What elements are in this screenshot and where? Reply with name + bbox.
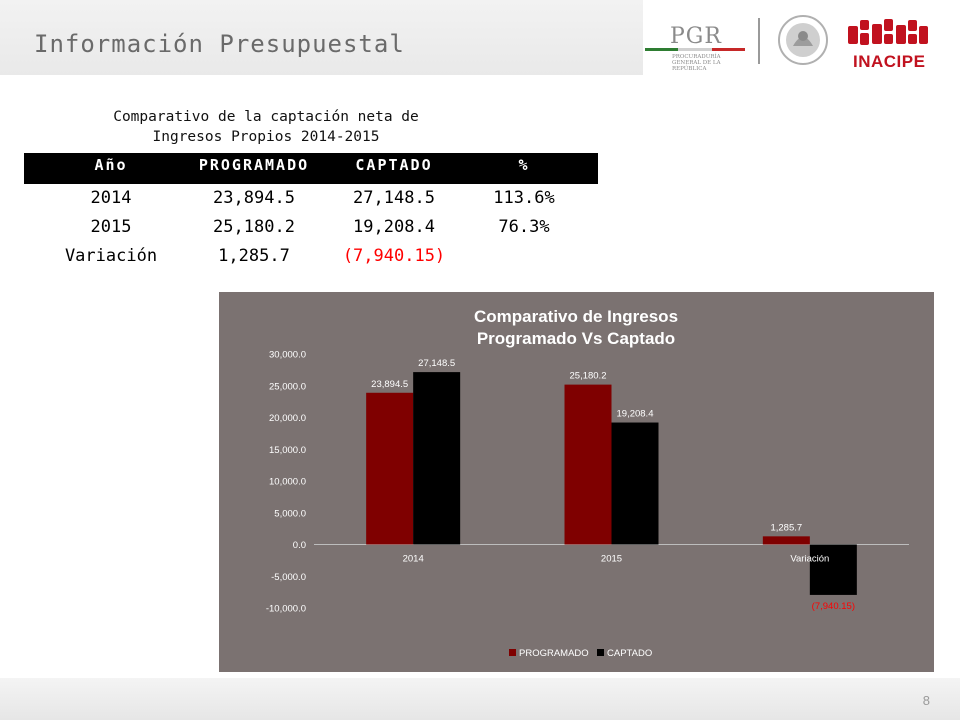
bar-captado <box>809 544 857 595</box>
bar-programado <box>564 384 612 545</box>
bar-captado <box>611 422 659 545</box>
cell-percent: 113.6% <box>493 188 555 208</box>
cell-captado: 27,148.5 <box>353 188 435 208</box>
chart-panel: Comparativo de Ingresos Programado Vs Cap… <box>219 292 934 672</box>
data-label: (7,940.15) <box>812 601 855 612</box>
legend-label: CAPTADO <box>607 648 652 659</box>
header-cell-year: Año <box>94 156 128 174</box>
pgr-tricolor-line <box>645 48 745 51</box>
page-title: Información Presupuestal <box>34 30 405 58</box>
x-tick-label: 2014 <box>403 554 424 565</box>
table-header-row: Año PROGRAMADO CAPTADO % <box>24 153 598 184</box>
cell-programado: 23,894.5 <box>213 188 295 208</box>
pgr-logo-text: PGR <box>670 24 722 49</box>
inacipe-logo-icon <box>848 19 928 45</box>
page-number: 8 <box>922 693 930 708</box>
header-cell-percent: % <box>518 156 530 174</box>
cell-captado: 19,208.4 <box>353 217 435 237</box>
footer-band: 8 <box>0 678 960 720</box>
y-tick-label: 0.0 <box>293 540 306 551</box>
data-label: 25,180.2 <box>570 371 607 382</box>
y-tick-label: 25,000.0 <box>269 381 306 392</box>
y-tick-label: 20,000.0 <box>269 413 306 424</box>
table-row: 2014 23,894.5 27,148.5 113.6% <box>24 184 598 213</box>
x-tick-label: Variación <box>790 554 829 565</box>
cell-year: Variación <box>64 246 158 266</box>
cell-year: 2015 <box>90 217 132 237</box>
header-band <box>0 0 643 75</box>
data-label: 1,285.7 <box>770 522 802 533</box>
chart-title-line: Programado Vs Captado <box>477 329 675 348</box>
legend-label: PROGRAMADO <box>519 648 589 659</box>
y-tick-label: 10,000.0 <box>269 477 306 488</box>
header-cell-captado: CAPTADO <box>355 156 433 174</box>
y-tick-label: -10,000.0 <box>266 604 306 615</box>
chart-title-line: Comparativo de Ingresos <box>474 307 678 326</box>
y-tick-label: 5,000.0 <box>274 508 306 519</box>
table-title-line2: Ingresos Propios 2014-2015 <box>152 129 380 145</box>
legend-swatch <box>597 649 604 656</box>
bar-programado <box>762 536 810 545</box>
data-label: 23,894.5 <box>371 379 408 390</box>
bar-chart: Comparativo de Ingresos Programado Vs Cap… <box>266 307 909 659</box>
bar-programado <box>366 392 414 545</box>
bar-captado <box>413 372 461 545</box>
national-seal-icon <box>778 15 828 65</box>
y-tick-label: -5,000.0 <box>271 572 306 583</box>
budget-table: Año PROGRAMADO CAPTADO % 2014 23,894.5 2… <box>24 153 598 271</box>
table-title: Comparativo de la captación neta de Ingr… <box>60 107 472 147</box>
x-tick-label: 2015 <box>601 554 622 565</box>
table-row: Variación 1,285.7 (7,940.15) <box>24 242 598 271</box>
cell-programado: 25,180.2 <box>213 217 295 237</box>
data-label: 19,208.4 <box>617 409 654 420</box>
legend-swatch <box>509 649 516 656</box>
inacipe-logo-text: INACIPE <box>853 52 926 71</box>
logo-divider <box>758 18 760 64</box>
table-row: 2015 25,180.2 19,208.4 76.3% <box>24 213 598 242</box>
y-tick-label: 30,000.0 <box>269 350 306 361</box>
data-label: 27,148.5 <box>418 358 455 369</box>
cell-percent: 76.3% <box>498 217 550 237</box>
cell-year: 2014 <box>90 188 132 208</box>
pgr-subtitle: PROCURADURÍA GENERAL DE LA REPÚBLICA <box>672 54 721 72</box>
cell-captado-negative: (7,940.15) <box>342 246 446 266</box>
table-title-line1: Comparativo de la captación neta de <box>113 109 419 125</box>
header-cell-programado: PROGRAMADO <box>198 156 310 174</box>
cell-programado: 1,285.7 <box>218 246 290 266</box>
y-tick-label: 15,000.0 <box>269 445 306 456</box>
